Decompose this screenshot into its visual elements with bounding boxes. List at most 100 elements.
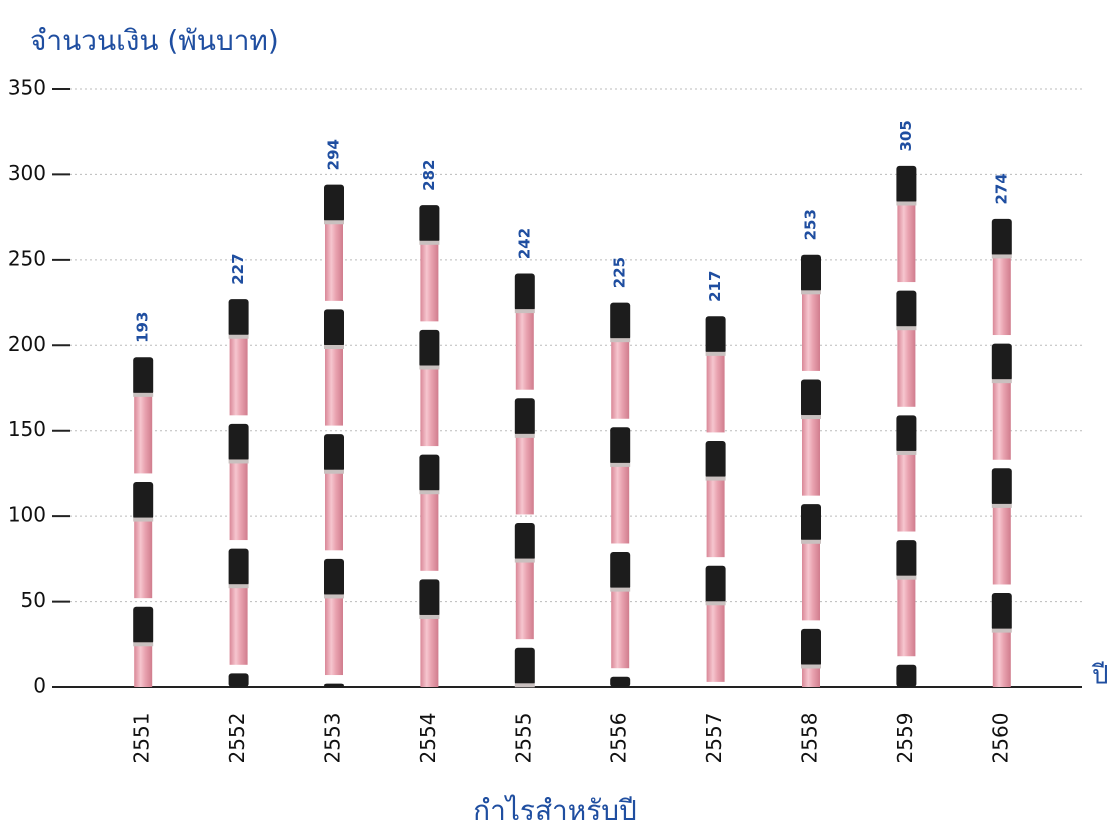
value-label: 225: [611, 257, 629, 288]
bar-cap: [324, 684, 344, 687]
bar-cap: [419, 330, 439, 368]
chart: จำนวนเงิน (พันบาท) กำไรสำหรับปี ปี 05010…: [0, 0, 1110, 830]
value-label: 305: [897, 120, 915, 151]
bar-body: [230, 586, 248, 665]
bar-cap: [896, 665, 916, 687]
bar-ring: [801, 415, 821, 419]
x-tick-label: 2557: [702, 713, 726, 764]
bar-ring: [610, 463, 630, 467]
bar-body: [230, 461, 248, 540]
bar-ring: [324, 220, 344, 224]
y-tick-label: 250: [8, 246, 46, 270]
bar: [801, 255, 821, 687]
bar-cap: [992, 593, 1012, 631]
x-axis-label: กำไรสำหรับปี: [473, 794, 637, 827]
bar-body: [325, 347, 343, 426]
bar-ring: [419, 490, 439, 494]
bar-ring: [515, 683, 535, 687]
x-tick-label: 2556: [607, 713, 631, 764]
x-tick-label: 2558: [798, 713, 822, 764]
value-label: 227: [229, 253, 247, 284]
bar: [515, 274, 535, 688]
bar-ring: [706, 601, 726, 605]
bar-ring: [801, 540, 821, 544]
bar-body: [420, 492, 438, 571]
bar-ring: [419, 365, 439, 369]
bar-body: [611, 590, 629, 669]
bar-body: [420, 367, 438, 446]
bar-cap: [229, 549, 249, 587]
bar-ring: [229, 584, 249, 588]
bar: [896, 166, 916, 687]
bar-body: [707, 354, 725, 433]
bar-ring: [992, 379, 1012, 383]
bar: [992, 219, 1012, 687]
bar-cap: [324, 434, 344, 472]
bar-body: [325, 222, 343, 301]
bar-cap: [610, 303, 630, 341]
bar-body: [230, 337, 248, 416]
bar: [419, 205, 439, 687]
bar-cap: [801, 379, 821, 417]
bar-ring: [324, 470, 344, 474]
bar-cap: [610, 427, 630, 465]
bar-cap: [229, 424, 249, 462]
y-tick-label: 150: [8, 417, 46, 441]
bar: [229, 299, 249, 687]
bar-ring: [133, 393, 153, 397]
bar-ring: [610, 338, 630, 342]
bar-cap: [515, 274, 535, 312]
bar-body: [993, 631, 1011, 687]
x-tick-label: 2553: [321, 713, 345, 764]
bar-body: [134, 644, 152, 687]
bar-body: [325, 472, 343, 551]
bar-cap: [992, 219, 1012, 257]
bar-cap: [801, 629, 821, 667]
bar-body: [516, 561, 534, 640]
bar-cap: [133, 607, 153, 645]
bar-body: [516, 311, 534, 390]
y-tick-label: 350: [8, 76, 46, 100]
y-tick-label: 50: [21, 588, 46, 612]
bar-cap: [706, 566, 726, 604]
bar: [324, 185, 344, 687]
bar: [133, 357, 153, 687]
bar-ring: [324, 345, 344, 349]
bar-ring: [515, 559, 535, 563]
bar-ring: [896, 326, 916, 330]
bar-body: [897, 453, 915, 532]
bar-cap: [992, 468, 1012, 506]
bar-cap: [324, 559, 344, 597]
bar-body: [802, 542, 820, 621]
bar-cap: [229, 673, 249, 687]
bar-cap: [324, 309, 344, 347]
bar-ring: [801, 290, 821, 294]
bar-ring: [706, 477, 726, 481]
bar-cap: [515, 398, 535, 436]
value-label: 193: [134, 312, 152, 343]
bar-body: [897, 203, 915, 282]
bar-ring: [896, 451, 916, 455]
chart-title: จำนวนเงิน (พันบาท): [30, 24, 279, 57]
bar-cap: [229, 299, 249, 337]
y-tick-label: 200: [8, 332, 46, 356]
x-tick-label: 2555: [511, 713, 535, 764]
bar-body: [134, 520, 152, 599]
bar-body: [611, 465, 629, 544]
bar-cap: [896, 291, 916, 329]
value-label: 282: [420, 160, 438, 191]
bar-ring: [992, 629, 1012, 633]
value-label: 217: [706, 271, 724, 302]
bar-body: [325, 596, 343, 675]
bar-cap: [133, 482, 153, 520]
bar-body: [420, 243, 438, 322]
bar-cap: [515, 648, 535, 686]
bar-ring: [133, 518, 153, 522]
bar-cap: [324, 185, 344, 223]
bar-body: [802, 292, 820, 371]
bar-ring: [801, 664, 821, 668]
bar-cap: [515, 523, 535, 561]
x-tick-label: 2554: [416, 713, 440, 764]
bar-ring: [133, 642, 153, 646]
bar-body: [897, 328, 915, 407]
